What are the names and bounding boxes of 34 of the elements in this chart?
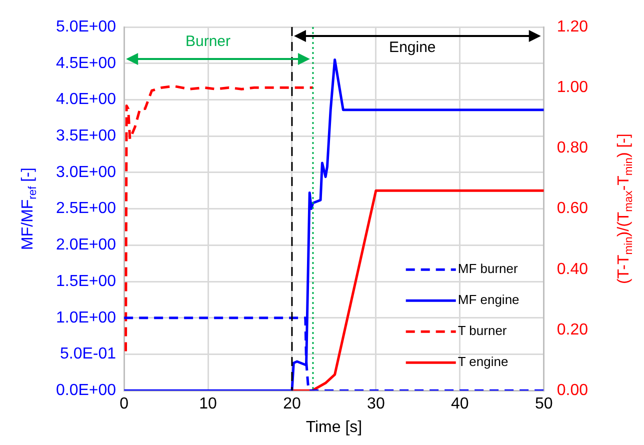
y-tick-label: 1.5E+00	[56, 272, 116, 290]
legend-label: T burner	[458, 323, 508, 338]
y2-tick-label: 1.20	[556, 18, 588, 36]
y2-tick-label: 0.60	[556, 200, 588, 218]
x-axis-title: Time [s]	[306, 418, 362, 436]
legend-label: MF burner	[458, 261, 518, 276]
y-tick-label: 2.0E+00	[56, 236, 116, 254]
y-tick-label: 3.5E+00	[56, 127, 116, 144]
x-tick-label: 10	[199, 396, 218, 413]
y-tick-label: 0.0E+00	[56, 382, 116, 400]
x-tick-label: 0	[120, 396, 129, 413]
x-tick-label: 40	[451, 396, 469, 413]
x-tick-label: 30	[367, 396, 385, 413]
x-tick-label: 20	[283, 396, 301, 413]
y2-tick-label: 0.00	[556, 382, 588, 400]
x-tick-label: 50	[534, 396, 553, 413]
y2-axis-title: (T-Tmin)/(Tmax-Tmin) [-]	[615, 134, 635, 284]
y2-tick-label: 0.40	[556, 260, 588, 278]
y-axis-title: MF/MFref [-]	[19, 168, 39, 250]
line-series	[124, 84, 314, 352]
y-tick-label: 4.0E+00	[56, 91, 116, 108]
y2-tick-label: 0.20	[556, 321, 588, 338]
annotation: Engine	[389, 39, 436, 56]
y-tick-label: 3.0E+00	[56, 164, 116, 181]
y-tick-label: 2.5E+00	[56, 200, 116, 218]
y-tick-label: 5.0E-01	[60, 346, 116, 363]
y-tick-label: 4.5E+00	[56, 54, 116, 72]
y-tick-label: 1.0E+00	[56, 309, 116, 326]
y2-tick-label: 0.80	[556, 140, 588, 157]
y2-tick-label: 1.00	[556, 79, 588, 96]
legend-label: MF engine	[458, 292, 520, 308]
legend-label: T engine	[458, 354, 508, 370]
annotation: Burner	[185, 33, 231, 50]
y-tick-label: 5.0E+00	[56, 18, 116, 36]
